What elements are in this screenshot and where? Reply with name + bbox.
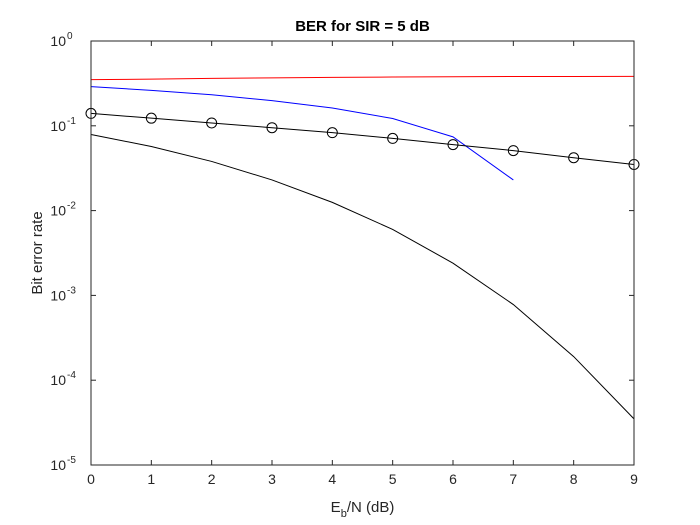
data-point-marker xyxy=(387,132,399,144)
y-tick-label: 10 xyxy=(50,203,66,219)
x-tick-label: 0 xyxy=(87,471,95,487)
data-point-marker xyxy=(447,139,459,151)
y-tick-label: 10 xyxy=(50,118,66,134)
plot-area xyxy=(91,41,634,465)
series-layer xyxy=(85,75,640,420)
y-tick-label: 10 xyxy=(50,457,66,473)
y-tick-label-exponent: -3 xyxy=(67,285,76,296)
series-1 xyxy=(90,86,514,181)
y-tick-label-base: 10 xyxy=(50,372,66,388)
series-line xyxy=(90,112,635,165)
y-tick-label: 10 xyxy=(50,33,66,49)
x-axis-label-main: E xyxy=(331,499,341,516)
y-tick-label-exponent: -1 xyxy=(67,116,76,127)
data-point-marker xyxy=(145,112,157,124)
x-tick-label: 1 xyxy=(147,471,155,487)
y-axis-label: Bit error rate xyxy=(29,211,46,294)
data-point-marker xyxy=(507,145,519,157)
x-tick-label: 3 xyxy=(268,471,276,487)
data-point-marker xyxy=(326,127,338,139)
y-tick-label-exponent: -5 xyxy=(67,455,76,466)
series-0 xyxy=(90,75,635,81)
y-tick-label: 10 xyxy=(50,372,66,388)
plot-frame xyxy=(90,40,635,466)
y-tick-label-base: 10 xyxy=(50,203,66,219)
x-axis-label-rest: /N (dB) xyxy=(347,499,395,516)
x-axis-label: Eb/N (dB) xyxy=(331,499,395,520)
x-tick-label: 2 xyxy=(208,471,216,487)
y-tick-label-exponent: -4 xyxy=(67,370,76,381)
x-tick-label: 4 xyxy=(328,471,336,487)
x-tick-label: 5 xyxy=(389,471,397,487)
y-tick-label-exponent: -2 xyxy=(67,201,76,212)
x-tick-label: 8 xyxy=(570,471,578,487)
series-line xyxy=(90,133,635,420)
y-tick-label-base: 10 xyxy=(50,33,66,49)
x-tick-label: 9 xyxy=(630,471,638,487)
x-axis-label-sub: b xyxy=(341,508,347,520)
y-tick-label-base: 10 xyxy=(50,287,66,303)
series-2 xyxy=(85,107,640,170)
y-tick-label-base: 10 xyxy=(50,457,66,473)
data-point-marker xyxy=(206,117,218,129)
series-line xyxy=(90,75,635,81)
series-line xyxy=(90,86,514,181)
y-tick-label: 10 xyxy=(50,287,66,303)
series-3 xyxy=(90,133,635,420)
chart-title: BER for SIR = 5 dB xyxy=(295,18,430,35)
y-tick-label-exponent: 0 xyxy=(67,31,73,42)
x-tick-label: 7 xyxy=(509,471,517,487)
x-tick-label: 6 xyxy=(449,471,457,487)
data-point-marker xyxy=(266,122,278,134)
y-tick-label-base: 10 xyxy=(50,118,66,134)
data-point-marker xyxy=(568,152,580,164)
